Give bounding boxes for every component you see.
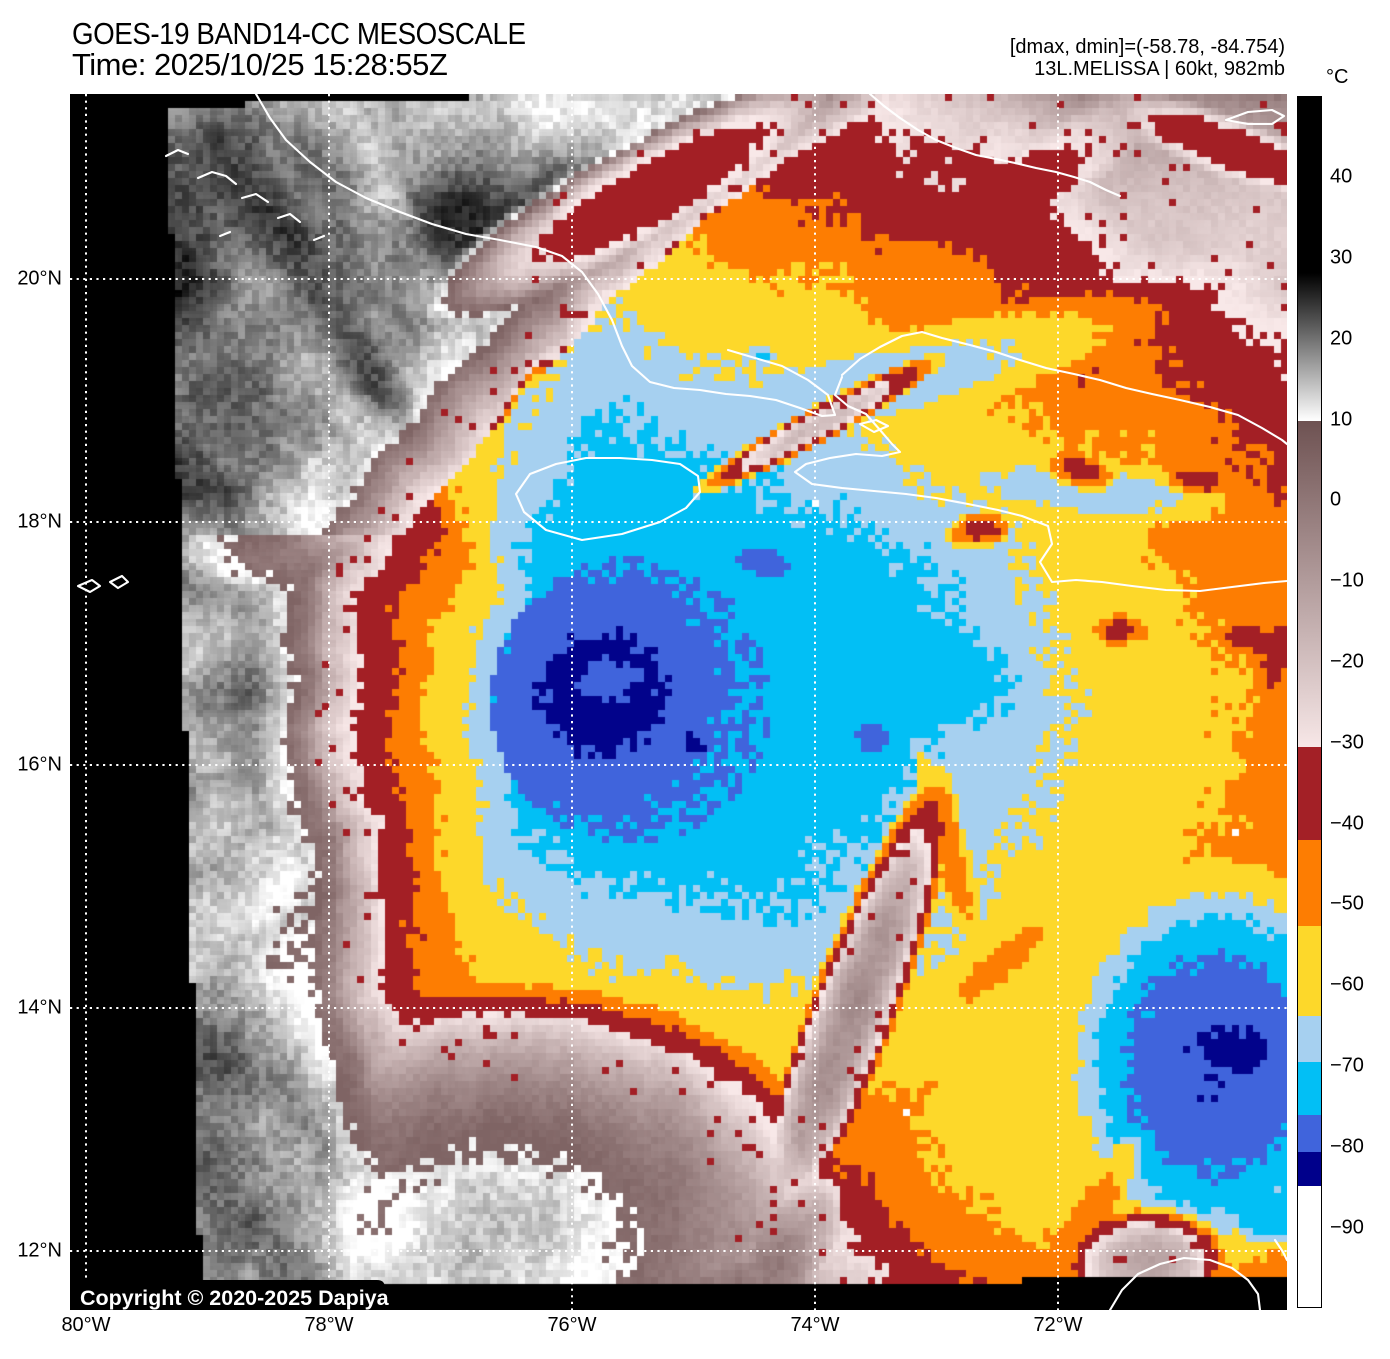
svg-text:Copyright © 2020-2025 Dapiya: Copyright © 2020-2025 Dapiya xyxy=(80,1286,390,1310)
